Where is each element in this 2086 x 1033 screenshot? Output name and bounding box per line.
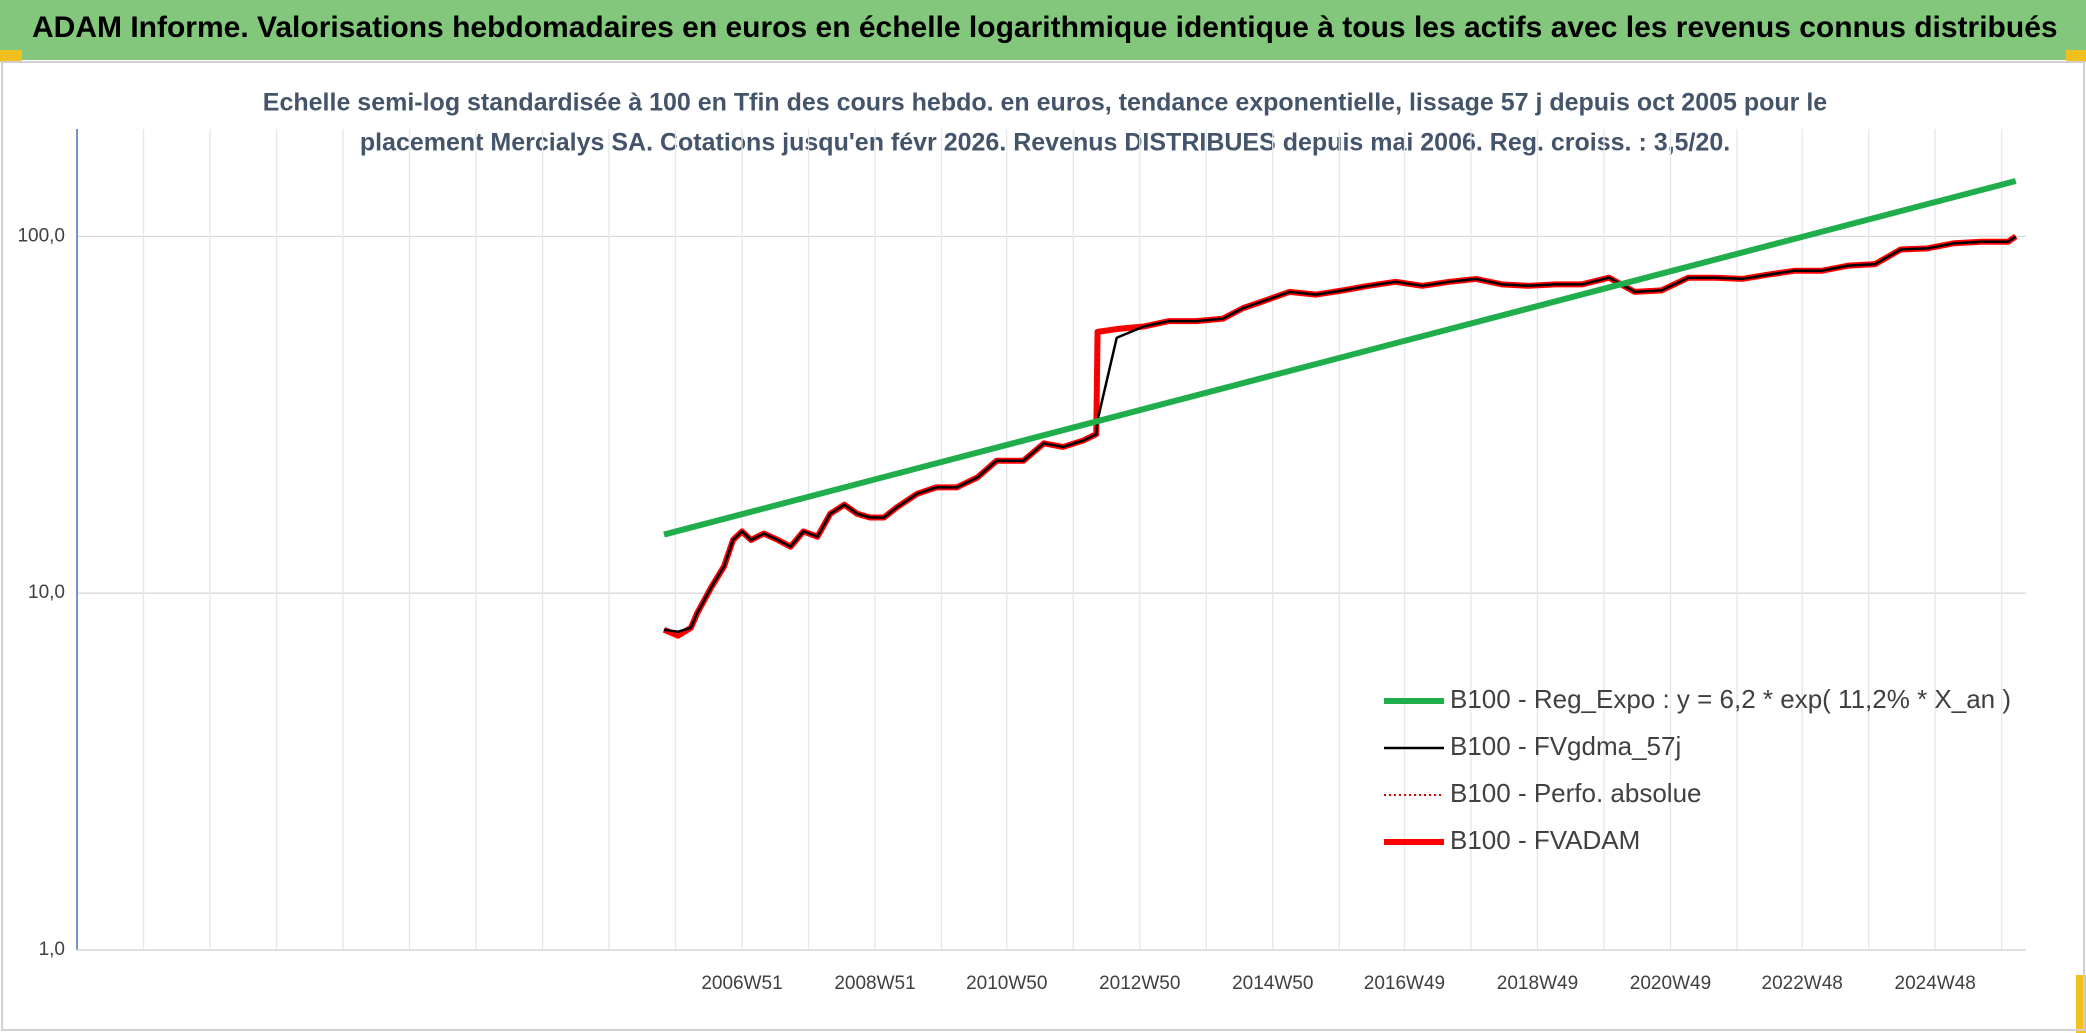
legend-label: B100 - FVADAM (1450, 825, 1640, 855)
x-tick-label: 2010W50 (966, 973, 1047, 994)
y-tick-label: 10,0 (28, 582, 65, 603)
corner-mark (2076, 975, 2086, 1033)
legend-label: B100 - Reg_Expo : y = 6,2 * exp( 11,2% *… (1450, 684, 2011, 714)
chart-subtitle: Echelle semi-log standardisée à 100 en T… (263, 89, 1828, 117)
y-tick-label: 1,0 (39, 939, 65, 960)
chart-subtitle: placement Mercialys SA. Cotations jusqu'… (360, 129, 1730, 157)
y-tick-label: 100,0 (17, 225, 65, 246)
chart-frame (1, 61, 2085, 1031)
page-title: ADAM Informe. Valorisations hebdomadaire… (32, 11, 2058, 44)
x-tick-label: 2012W50 (1099, 973, 1180, 994)
header-bar (0, 0, 2086, 60)
corner-mark (0, 50, 22, 62)
series-line (663, 178, 2017, 538)
legend-label: B100 - Perfo. absolue (1450, 778, 1702, 808)
corner-mark (2066, 50, 2086, 62)
x-tick-label: 2006W51 (701, 973, 782, 994)
x-tick-label: 2020W49 (1630, 973, 1711, 994)
x-tick-label: 2008W51 (834, 973, 915, 994)
x-tick-label: 2022W48 (1762, 973, 1843, 994)
legend-label: B100 - FVgdma_57j (1450, 731, 1681, 761)
x-tick-label: 2014W50 (1232, 973, 1313, 994)
x-tick-label: 2024W48 (1895, 973, 1976, 994)
x-tick-label: 2016W49 (1364, 973, 1445, 994)
x-tick-label: 2018W49 (1497, 973, 1578, 994)
series-line (663, 235, 2017, 633)
